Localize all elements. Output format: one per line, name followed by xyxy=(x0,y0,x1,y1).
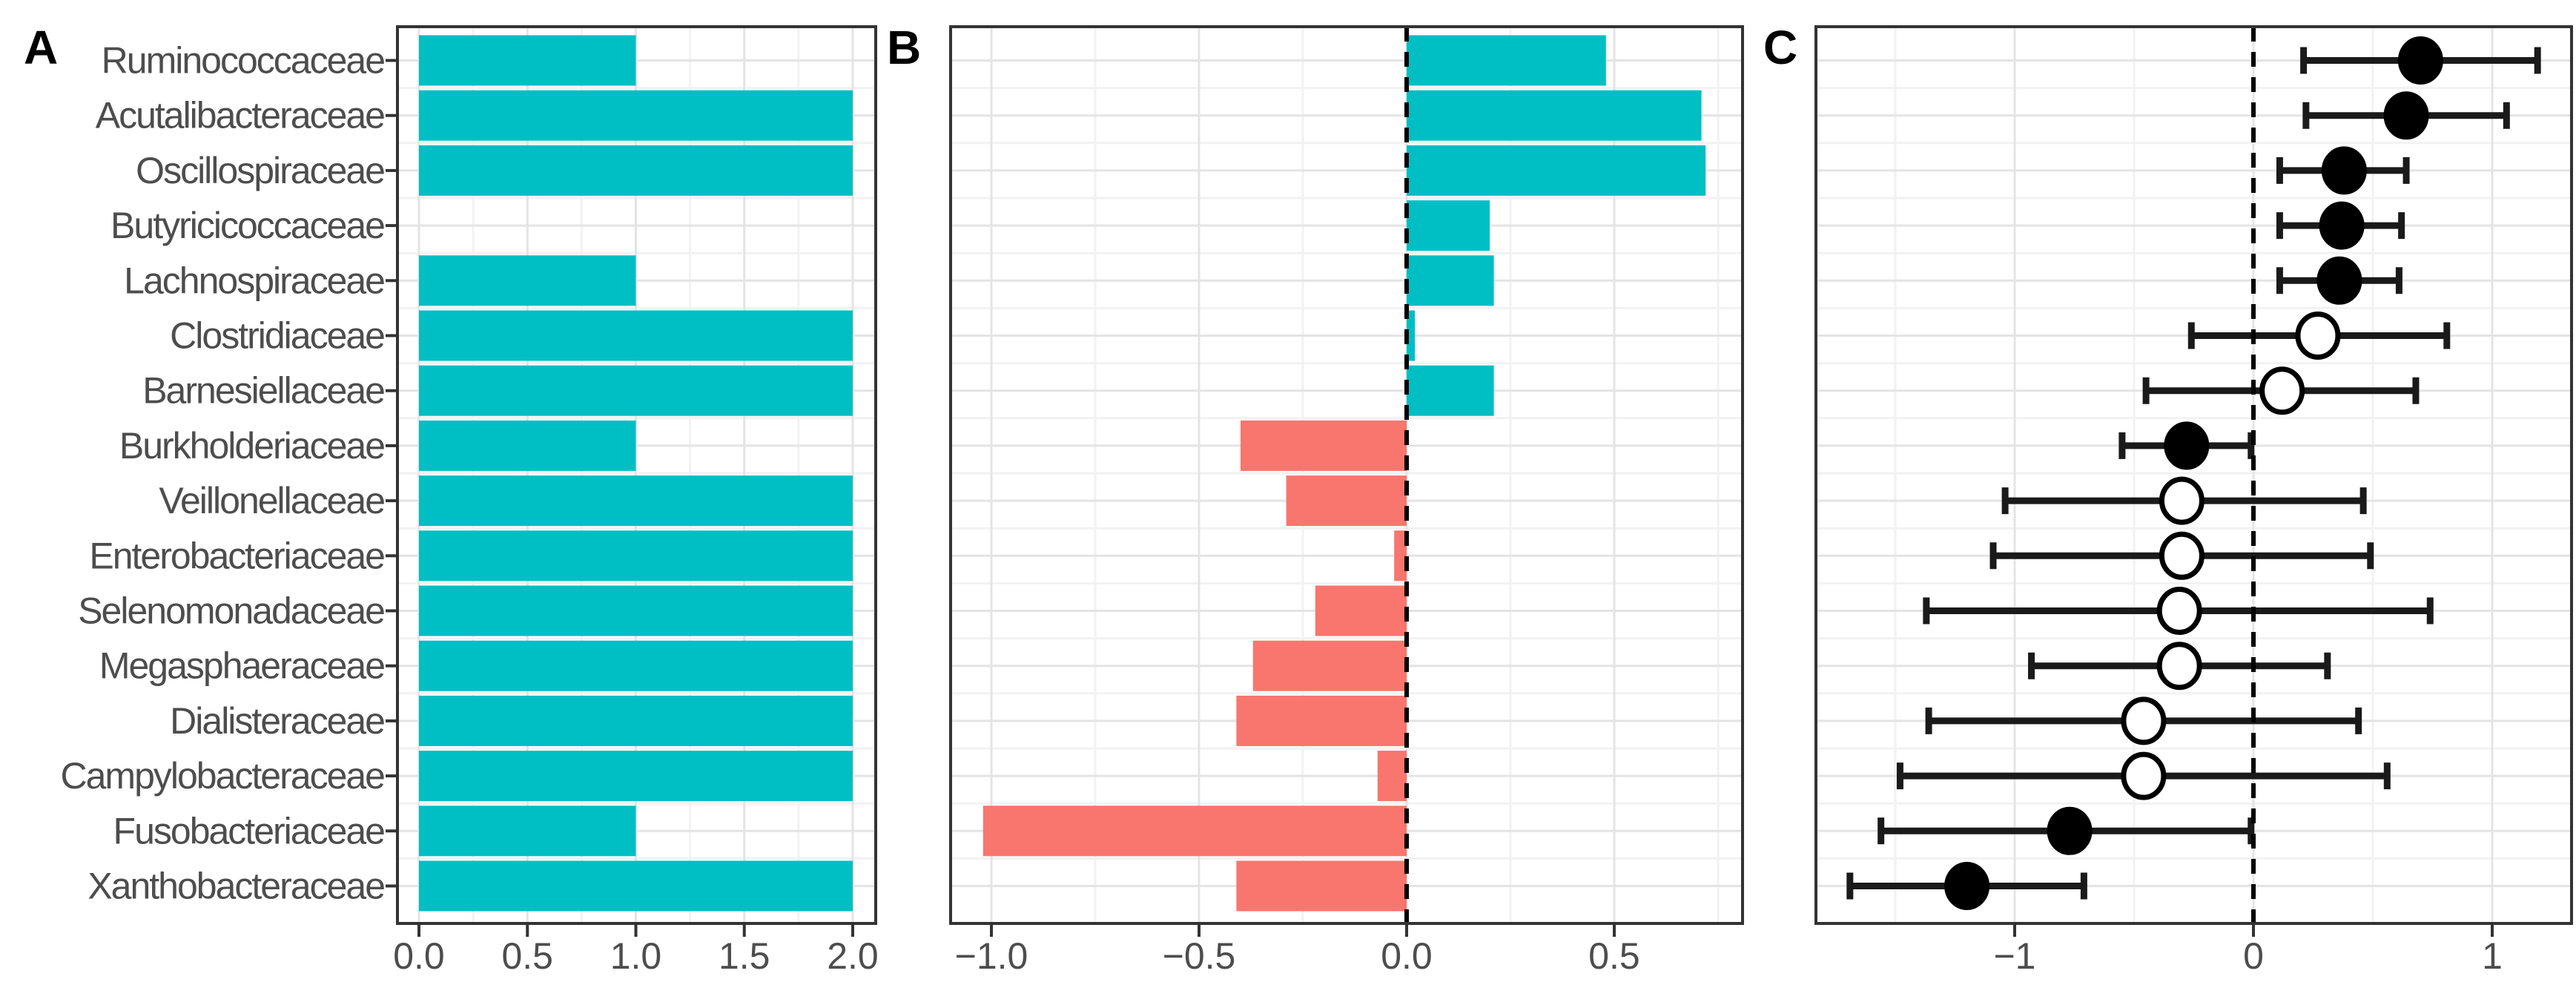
panel-a-letter: A xyxy=(24,21,58,74)
point-filled-acutalibacteraceae xyxy=(2383,91,2429,140)
bar-ruminococcaceae xyxy=(419,35,636,86)
y-axis-label-megasphaeraceae: Megasphaeraceae xyxy=(99,645,384,687)
panel-c-grid xyxy=(1816,27,2572,923)
y-axis-label-burkholderiaceae: Burkholderiaceae xyxy=(119,425,384,467)
point-open-clostridiaceae xyxy=(2295,312,2341,360)
x-tick-label: 1 xyxy=(2482,935,2503,977)
point-filled-ruminococcaceae xyxy=(2397,36,2443,85)
bar-burkholderiaceae xyxy=(419,420,636,471)
panel-border xyxy=(1814,25,2573,925)
y-axis-label-lachnospiraceae: Lachnospiraceae xyxy=(124,260,384,301)
bar-barnesiellaceae xyxy=(419,365,853,416)
bar-clostridiaceae xyxy=(1407,310,1416,361)
point-open-dialisteraceae xyxy=(2121,696,2167,745)
point-filled-butyricicoccaceae xyxy=(2319,201,2365,250)
bar-selenomonadaceae xyxy=(419,585,853,636)
y-axis-label-selenomonadaceae: Selenomonadaceae xyxy=(78,590,384,632)
bar-xanthobacteraceae xyxy=(419,860,853,912)
bar-burkholderiaceae xyxy=(1241,420,1407,471)
panel-a-bars xyxy=(419,35,853,912)
y-axis-label-oscillospiraceae: Oscillospiraceae xyxy=(136,150,384,191)
bar-campylobacteraceae xyxy=(419,751,853,802)
bar-ruminococcaceae xyxy=(1407,35,1606,86)
axes: 0.0 0.5 1.0 1.5 2.0 −1.0 −0.5 0.0 0.5 −1 0 1 Ruminoc… xyxy=(61,40,2503,978)
bar-xanthobacteraceae xyxy=(1236,860,1407,912)
bar-campylobacteraceae xyxy=(1377,751,1407,802)
bar-megasphaeraceae xyxy=(1252,640,1407,691)
bar-acutalibacteraceae xyxy=(1407,90,1702,141)
x-tick-label: 2.0 xyxy=(827,935,879,977)
y-axis-label-ruminococcaceae: Ruminococcaceae xyxy=(102,40,385,82)
point-open-megasphaeraceae xyxy=(2156,642,2202,691)
point-open-enterobacteriaceae xyxy=(2159,531,2205,580)
point-filled-lachnospiraceae xyxy=(2316,256,2362,305)
bar-oscillospiraceae xyxy=(1407,145,1706,196)
bar-clostridiaceae xyxy=(419,310,853,361)
bar-dialisteraceae xyxy=(419,695,853,746)
y-axis-label-dialisteraceae: Dialisteraceae xyxy=(170,700,384,742)
panel-b-bars xyxy=(982,27,1706,923)
y-axis-label-fusobacteriaceae: Fusobacteriaceae xyxy=(113,810,385,851)
bar-enterobacteriaceae xyxy=(419,530,853,582)
bar-lachnospiraceae xyxy=(1407,255,1494,306)
bar-fusobacteriaceae xyxy=(982,806,1407,857)
panel-c-forest xyxy=(1846,27,2541,923)
point-open-selenomonadaceae xyxy=(2156,587,2202,635)
panel-border xyxy=(949,25,1744,925)
x-tick-label: 1.0 xyxy=(610,935,662,977)
x-tick-label: 0.0 xyxy=(1381,935,1433,977)
bar-megasphaeraceae xyxy=(419,640,853,691)
bar-butyricicoccaceae xyxy=(1407,200,1490,251)
bar-fusobacteriaceae xyxy=(419,806,636,857)
bar-barnesiellaceae xyxy=(1407,365,1494,416)
panel-background xyxy=(1816,27,2572,923)
bar-acutalibacteraceae xyxy=(419,90,853,141)
y-axis-label-butyricicoccaceae: Butyricicoccaceae xyxy=(110,205,384,246)
point-open-campylobacteraceae xyxy=(2121,751,2167,800)
bar-veillonellaceae xyxy=(419,475,853,527)
bar-enterobacteriaceae xyxy=(1394,530,1407,582)
point-filled-oscillospiraceae xyxy=(2321,146,2367,195)
y-axis-label-veillonellaceae: Veillonellaceae xyxy=(159,480,384,521)
x-tick-label: −1.0 xyxy=(955,935,1028,977)
y-axis-label-acutalibacteraceae: Acutalibacteraceae xyxy=(96,95,384,136)
bar-selenomonadaceae xyxy=(1315,585,1407,636)
point-filled-fusobacteriaceae xyxy=(2047,806,2093,855)
x-tick-label: 0.5 xyxy=(501,935,553,977)
y-axis-label-campylobacteraceae: Campylobacteraceae xyxy=(61,755,385,797)
y-axis-label-clostridiaceae: Clostridiaceae xyxy=(170,315,384,357)
panel-c-letter: C xyxy=(1763,21,1797,74)
bar-dialisteraceae xyxy=(1236,695,1407,746)
point-filled-burkholderiaceae xyxy=(2164,421,2210,470)
y-axis-label-barnesiellaceae: Barnesiellaceae xyxy=(142,370,384,412)
x-tick-label: 1.5 xyxy=(719,935,770,977)
x-tick-label: −0.5 xyxy=(1163,935,1236,977)
point-open-barnesiellaceae xyxy=(2259,366,2305,415)
y-axis-label-enterobacteriaceae: Enterobacteriaceae xyxy=(89,535,384,576)
x-tick-label: 0 xyxy=(2243,935,2264,977)
panel-b-letter: B xyxy=(887,21,921,74)
x-tick-label: 0.0 xyxy=(393,935,445,977)
bar-oscillospiraceae xyxy=(419,145,853,196)
y-axis-label-xanthobacteraceae: Xanthobacteraceae xyxy=(87,866,384,907)
point-open-veillonellaceae xyxy=(2159,476,2205,525)
x-tick-label: 0.5 xyxy=(1588,935,1640,977)
point-filled-xanthobacteraceae xyxy=(1944,862,1990,910)
bar-veillonellaceae xyxy=(1286,475,1407,527)
x-tick-label: −1 xyxy=(1993,935,2035,977)
bar-lachnospiraceae xyxy=(419,255,636,306)
